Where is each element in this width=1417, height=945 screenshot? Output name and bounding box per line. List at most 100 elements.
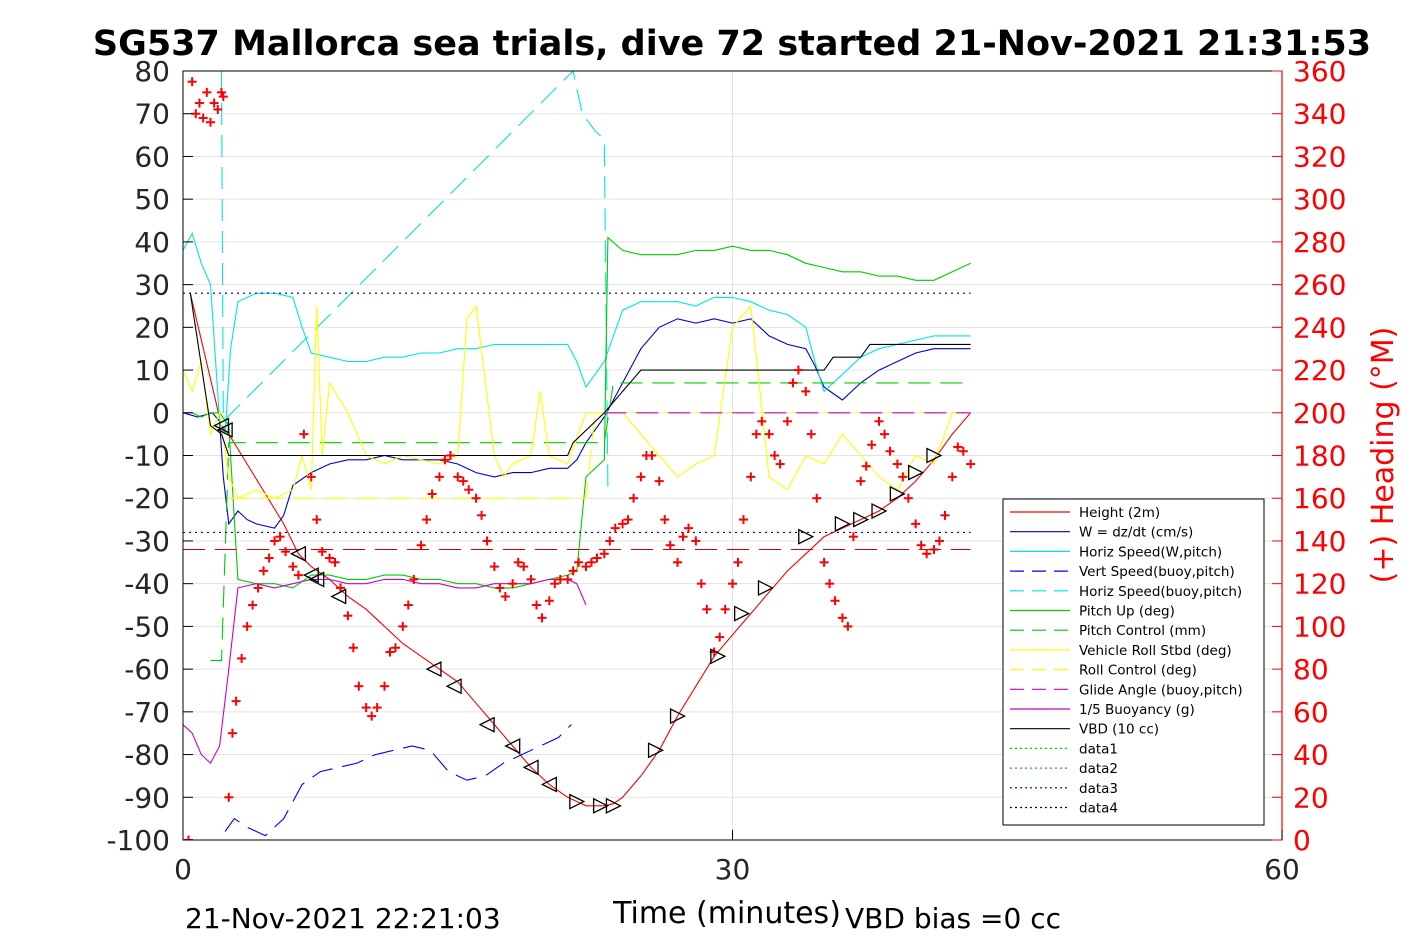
left-tick-label-12: -40: [124, 568, 170, 601]
trajectory-marker: [605, 797, 622, 814]
heading-point: [495, 583, 505, 593]
trajectory-marker: [569, 793, 586, 810]
heading-point: [519, 562, 529, 572]
heading-point: [825, 579, 835, 589]
heading-point: [385, 647, 395, 657]
heading-point: [403, 600, 413, 610]
heading-point: [248, 600, 258, 610]
right-tick-label-0: 360: [1293, 55, 1346, 88]
heading-point: [209, 98, 219, 108]
heading-point: [599, 549, 609, 559]
trajectory-marker: [308, 571, 325, 588]
trajectory-marker: [522, 759, 539, 776]
heading-point: [231, 696, 241, 706]
right-tick-label-4: 280: [1293, 226, 1346, 259]
vbd-bias-label: VBD bias =0 cc: [845, 902, 1061, 935]
heading-point: [720, 604, 730, 614]
heading-point: [618, 519, 628, 529]
heading-point: [793, 365, 803, 375]
left-tick-label-17: -90: [124, 781, 170, 814]
legend-label-8: Roll Control (deg): [1079, 663, 1197, 679]
series-line-8: [228, 412, 971, 499]
trajectory-marker: [289, 545, 307, 562]
legend-label-1: W = dz/dt (cm/s): [1079, 525, 1193, 541]
heading-point: [372, 703, 382, 713]
heading-point: [299, 429, 309, 439]
heading-point: [592, 553, 602, 563]
left-tick-label-8: 0: [152, 397, 170, 430]
left-tick-label-4: 40: [134, 226, 170, 259]
x-axis: 0 30 60: [174, 830, 1300, 886]
heading-point: [746, 472, 756, 482]
heading-point: [623, 515, 633, 525]
trajectory-marker: [445, 678, 462, 695]
heading-layer: [183, 77, 976, 840]
heading-point: [574, 557, 584, 567]
heading-point: [183, 835, 193, 840]
trajectory-marker: [216, 421, 233, 438]
trajectory-markers: [213, 417, 943, 814]
heading-point: [830, 596, 840, 606]
trajectory-marker: [834, 515, 851, 532]
heading-point: [691, 536, 701, 546]
legend-label-5: Pitch Up (deg): [1079, 604, 1175, 620]
heading-point: [929, 544, 939, 554]
heading-point: [227, 728, 237, 738]
heading-point: [696, 579, 706, 589]
heading-point: [270, 536, 280, 546]
heading-point: [379, 681, 389, 691]
right-tick-label-16: 40: [1293, 739, 1329, 772]
heading-point: [242, 621, 252, 631]
heading-point: [880, 429, 890, 439]
legend: Height (2m) W = dz/dt (cm/s) Horiz Speed(W…: [1002, 498, 1265, 826]
legend-label-7: Vehicle Roll Stbd (deg): [1079, 643, 1232, 659]
right-tick-label-9: 180: [1293, 440, 1346, 473]
trajectory-marker: [478, 716, 495, 733]
heading-point: [453, 472, 463, 482]
legend-label-9: Glide Angle (buoy,pitch): [1079, 682, 1243, 698]
legend-label-13: data2: [1079, 761, 1118, 777]
right-tick-label-18: 0: [1293, 824, 1311, 857]
heading-point: [275, 532, 285, 542]
right-tick-label-8: 200: [1293, 397, 1346, 430]
heading-point: [187, 77, 197, 87]
heading-point: [489, 562, 499, 572]
heading-point: [665, 540, 675, 550]
heading-point: [317, 547, 327, 557]
heading-point: [610, 523, 620, 533]
chart-title: SG537 Mallorca sea trials, dive 72 start…: [93, 24, 1371, 64]
heading-point: [445, 451, 455, 460]
x-tick-label-2: 60: [1264, 853, 1300, 886]
heading-point: [202, 87, 212, 97]
heading-point: [224, 792, 234, 802]
trajectory-marker: [926, 447, 943, 464]
heading-point: [216, 87, 226, 97]
heading-point: [885, 446, 895, 456]
right-tick-label-17: 20: [1293, 781, 1329, 814]
x-axis-label: Time (minutes): [612, 896, 841, 931]
heading-point: [715, 632, 725, 642]
heading-point: [916, 540, 926, 550]
heading-point: [958, 446, 968, 456]
heading-point: [293, 570, 303, 580]
heading-point: [764, 429, 774, 439]
heading-point: [306, 472, 316, 482]
heading-point: [581, 562, 591, 572]
heading-point: [500, 591, 510, 601]
trajectory-marker: [540, 776, 557, 793]
legend-label-3: Vert Speed(buoy,pitch): [1079, 564, 1235, 580]
legend-label-10: 1/5 Buoyancy (g): [1079, 702, 1195, 718]
heading-point: [367, 711, 377, 721]
grid-lines: [183, 71, 1282, 840]
x-tick-label-1: 30: [715, 853, 751, 886]
legend-label-0: Height (2m): [1079, 505, 1160, 521]
left-tick-label-6: 20: [134, 311, 170, 344]
heading-point: [684, 523, 694, 533]
heading-point: [751, 429, 761, 439]
heading-point: [874, 416, 884, 426]
heading-point: [812, 493, 822, 503]
legend-label-6: Pitch Control (mm): [1079, 623, 1206, 639]
heading-point: [563, 574, 573, 584]
heading-point: [513, 557, 523, 567]
heading-point: [654, 476, 664, 486]
